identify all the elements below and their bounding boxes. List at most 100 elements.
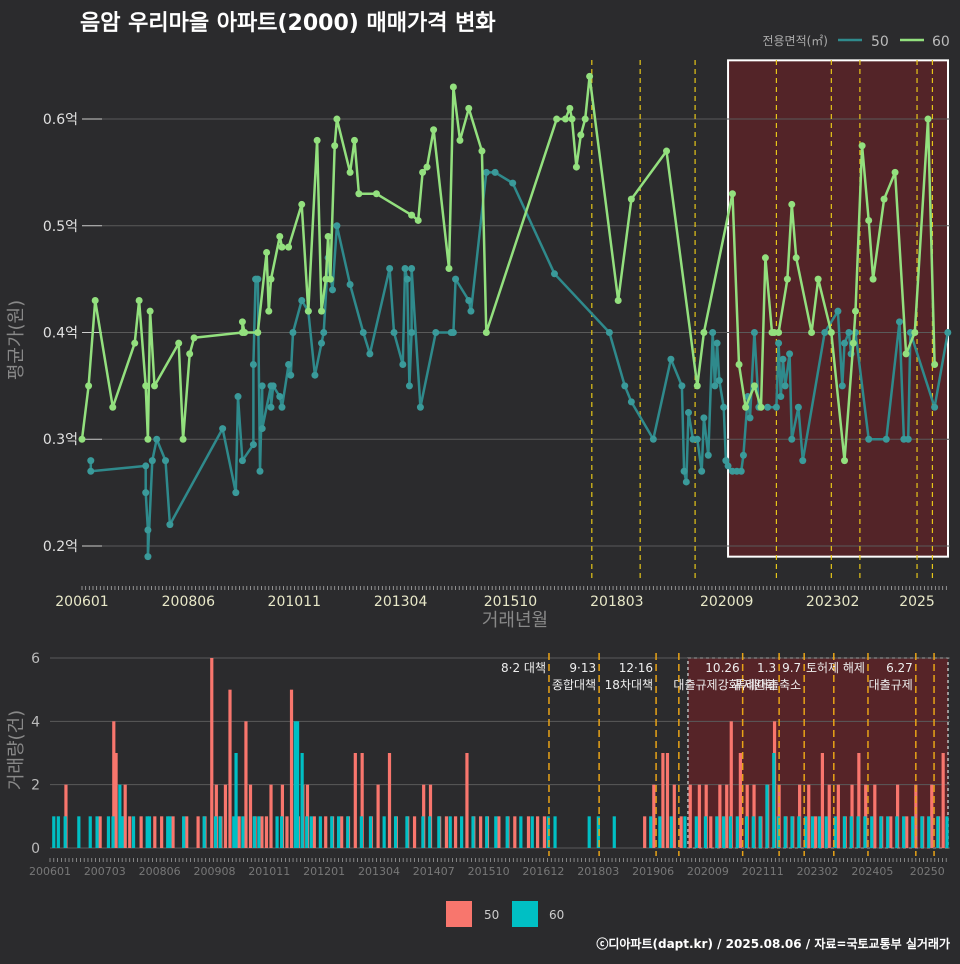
- data-point: [904, 435, 912, 443]
- legend-key-bar-60: [512, 901, 538, 927]
- bar: [295, 721, 300, 848]
- bar: [120, 816, 124, 848]
- policy-label: 9.7: [782, 661, 801, 675]
- data-point: [320, 329, 328, 337]
- bar: [842, 816, 847, 848]
- bar: [807, 784, 811, 848]
- bar: [280, 816, 284, 848]
- bar: [437, 816, 441, 848]
- data-point: [561, 115, 569, 123]
- bar: [428, 816, 432, 848]
- bar: [643, 816, 647, 848]
- data-point: [757, 403, 765, 411]
- bar: [895, 816, 899, 848]
- bar: [797, 816, 801, 848]
- data-point: [91, 296, 99, 304]
- data-point: [324, 232, 332, 240]
- bar: [300, 753, 304, 848]
- bar: [213, 816, 218, 848]
- series-line-60: [80, 75, 936, 462]
- data-point: [423, 163, 431, 171]
- data-point: [285, 361, 293, 369]
- policy-label: 대출규제강화: [673, 678, 739, 692]
- data-point: [720, 403, 728, 411]
- x-tick-label-bottom: 200908: [193, 865, 235, 878]
- x-tick-label: 201803: [590, 594, 643, 610]
- bar: [293, 721, 297, 848]
- bar: [114, 753, 118, 848]
- data-point: [258, 425, 266, 433]
- data-point: [151, 382, 159, 390]
- x-tick-label: 201510: [484, 594, 537, 610]
- bar: [820, 753, 825, 848]
- data-point: [249, 441, 257, 449]
- bar: [783, 816, 787, 848]
- bar: [166, 816, 170, 848]
- bar: [353, 753, 357, 848]
- bar: [715, 816, 719, 848]
- data-point: [614, 296, 622, 304]
- bar: [920, 816, 924, 848]
- data-point: [728, 190, 736, 198]
- bar: [147, 816, 152, 848]
- bar: [252, 816, 256, 848]
- x-tick-label-bottom: 200806: [139, 865, 181, 878]
- data-point: [737, 467, 745, 475]
- policy-label: 9·13: [569, 661, 596, 675]
- data-point: [162, 457, 170, 465]
- x-tick-label-bottom: 202302: [797, 865, 839, 878]
- bar: [393, 816, 398, 848]
- bar: [849, 816, 853, 848]
- data-point: [700, 414, 708, 422]
- bar: [88, 816, 92, 848]
- bar: [914, 784, 918, 848]
- data-point: [465, 104, 473, 112]
- x-tick-label: 201304: [374, 594, 428, 610]
- data-point: [827, 329, 835, 337]
- data-point: [821, 329, 829, 337]
- data-point: [298, 296, 306, 304]
- data-point: [577, 131, 585, 139]
- y-tick-label-bottom: 4: [31, 714, 40, 730]
- bar: [725, 784, 729, 848]
- policy-label: 10.26: [705, 661, 739, 675]
- data-point: [416, 403, 424, 411]
- x-tick-label-bottom: 201011: [248, 865, 290, 878]
- policy-label: 1.3: [757, 661, 776, 675]
- bar: [289, 689, 294, 848]
- data-point: [704, 451, 712, 459]
- bar: [553, 816, 557, 848]
- legend-label-50: 50: [871, 34, 889, 50]
- bar: [941, 753, 945, 848]
- policy-label: 6.27: [886, 661, 913, 675]
- data-point: [190, 334, 198, 342]
- data-point: [779, 355, 787, 363]
- data-point: [359, 329, 367, 337]
- data-point: [355, 190, 363, 198]
- bar: [790, 816, 794, 848]
- x-tick-label-bottom: 200601: [29, 865, 71, 878]
- data-point: [346, 280, 354, 288]
- bar: [688, 784, 692, 848]
- bar: [758, 816, 762, 848]
- bar: [665, 753, 670, 848]
- bar: [765, 784, 769, 848]
- bar: [728, 816, 733, 848]
- data-point: [849, 339, 857, 347]
- data-point: [478, 147, 486, 155]
- data-point: [186, 350, 194, 358]
- bar: [112, 721, 116, 848]
- bar: [709, 816, 713, 848]
- data-point: [834, 307, 842, 315]
- data-point: [865, 435, 873, 443]
- bar: [804, 816, 808, 848]
- data-point: [148, 457, 156, 465]
- bar: [679, 816, 683, 848]
- bar: [318, 816, 322, 848]
- data-point: [333, 115, 341, 123]
- policy-label: 규제완화: [732, 678, 776, 692]
- data-point: [432, 329, 440, 337]
- y-tick-label: 0.5억: [43, 219, 78, 235]
- data-point: [234, 393, 242, 401]
